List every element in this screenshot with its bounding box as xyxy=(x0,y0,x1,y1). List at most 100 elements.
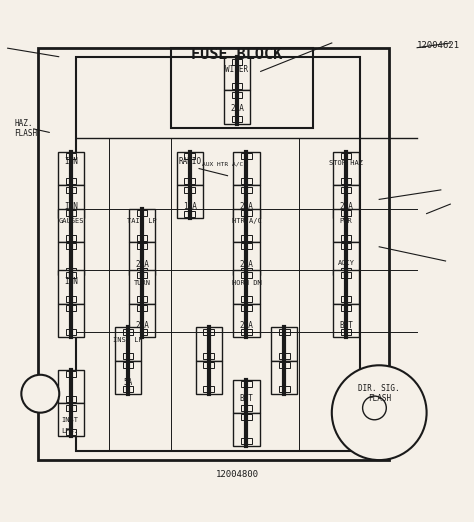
Text: IGN: IGN xyxy=(64,277,78,286)
Text: IGN: IGN xyxy=(64,201,78,211)
Bar xyxy=(203,329,214,335)
Bar xyxy=(233,270,259,304)
Bar xyxy=(224,90,250,124)
Bar xyxy=(333,185,359,218)
Text: AUX HTR A/C: AUX HTR A/C xyxy=(202,161,244,166)
Bar xyxy=(241,268,252,274)
Bar xyxy=(233,152,259,185)
Bar xyxy=(333,270,359,304)
Bar xyxy=(241,210,252,216)
Bar xyxy=(66,178,76,184)
Bar xyxy=(341,305,351,311)
Bar xyxy=(129,209,155,242)
Bar xyxy=(241,153,252,159)
Bar xyxy=(279,386,290,393)
Bar xyxy=(279,362,290,368)
Bar xyxy=(341,243,351,250)
Bar xyxy=(66,210,76,216)
Bar xyxy=(38,48,389,460)
Text: GAUGES: GAUGES xyxy=(58,218,84,224)
Bar xyxy=(58,209,84,242)
Bar xyxy=(341,178,351,184)
Text: 12004621: 12004621 xyxy=(417,41,460,50)
Bar xyxy=(123,353,133,359)
Bar xyxy=(137,235,147,241)
Text: 20A: 20A xyxy=(339,201,353,211)
Text: DIR. SIG.
FLASH: DIR. SIG. FLASH xyxy=(358,384,400,404)
Bar xyxy=(233,209,259,242)
Bar xyxy=(341,186,351,193)
Bar xyxy=(137,272,147,278)
Bar xyxy=(241,305,252,311)
Bar xyxy=(271,361,298,394)
Text: TURN: TURN xyxy=(134,280,151,286)
Text: HAZ.
FLASH: HAZ. FLASH xyxy=(14,118,37,138)
Bar xyxy=(66,329,76,336)
Bar xyxy=(241,243,252,250)
Bar xyxy=(176,185,202,218)
Bar xyxy=(123,386,133,393)
Bar xyxy=(66,235,76,241)
Bar xyxy=(66,372,76,377)
Bar xyxy=(341,211,351,217)
Bar xyxy=(271,327,298,361)
Bar xyxy=(241,381,252,387)
Bar xyxy=(58,242,84,275)
Bar xyxy=(333,209,359,242)
Bar xyxy=(233,185,259,218)
Bar xyxy=(171,48,313,128)
Circle shape xyxy=(21,375,59,413)
Text: HORN DM: HORN DM xyxy=(232,280,261,286)
Bar xyxy=(129,270,155,304)
Bar xyxy=(66,186,76,193)
Circle shape xyxy=(363,396,386,420)
Bar xyxy=(203,362,214,368)
Bar xyxy=(233,413,259,446)
Bar xyxy=(66,243,76,250)
Text: 10A: 10A xyxy=(182,201,197,211)
Bar xyxy=(341,235,351,241)
Bar xyxy=(203,353,214,359)
Bar xyxy=(176,152,202,185)
Bar xyxy=(66,211,76,217)
Bar xyxy=(58,370,84,403)
Bar xyxy=(58,403,84,436)
Bar xyxy=(66,405,76,411)
Bar xyxy=(76,57,360,450)
Bar xyxy=(341,272,351,278)
Bar xyxy=(341,153,351,159)
Bar xyxy=(195,361,221,394)
Bar xyxy=(184,186,195,193)
Bar xyxy=(279,353,290,359)
Bar xyxy=(58,185,84,218)
Bar xyxy=(123,329,133,335)
Bar xyxy=(341,268,351,274)
Bar xyxy=(224,57,250,90)
Bar xyxy=(195,327,221,361)
Bar xyxy=(115,361,141,394)
Bar xyxy=(184,211,195,217)
Text: LPS.: LPS. xyxy=(62,428,79,434)
Text: TAIL LP: TAIL LP xyxy=(128,218,157,224)
Text: IGN: IGN xyxy=(64,157,78,166)
Text: 25A: 25A xyxy=(239,201,254,211)
Bar xyxy=(137,210,147,216)
Bar xyxy=(341,329,351,336)
Bar xyxy=(66,268,76,274)
Bar xyxy=(241,329,252,336)
Text: ACCY: ACCY xyxy=(337,259,355,266)
Text: 20A: 20A xyxy=(135,321,149,330)
Text: 20A: 20A xyxy=(239,259,254,269)
Bar xyxy=(232,83,242,89)
Bar xyxy=(241,211,252,217)
Bar xyxy=(66,305,76,311)
Bar xyxy=(66,429,76,435)
Bar xyxy=(66,396,76,402)
Bar xyxy=(241,235,252,241)
Bar xyxy=(123,362,133,368)
Text: BAT: BAT xyxy=(339,321,353,330)
Bar xyxy=(137,329,147,336)
Bar xyxy=(137,296,147,302)
Text: WIPER: WIPER xyxy=(226,65,248,74)
Bar xyxy=(333,242,359,275)
